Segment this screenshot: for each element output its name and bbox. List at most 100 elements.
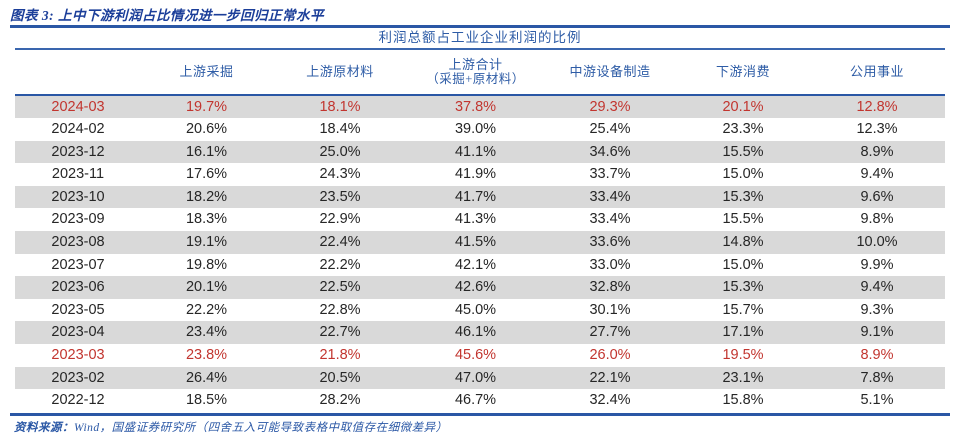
cell-value: 23.4%: [185, 324, 228, 341]
bottom-divider: [10, 413, 950, 416]
table-row: 2023-08 19.1% 22.4% 41.5% 33.6% 14.8% 10.0%: [15, 231, 945, 254]
cell-value: 42.1%: [454, 256, 497, 273]
cell-value: 27.7%: [589, 324, 631, 341]
source-label: 资料来源：: [14, 422, 74, 434]
cell-value: 41.5%: [454, 234, 497, 251]
cell-value: 33.0%: [589, 256, 631, 273]
column-header: 上游合计 （采掘+原材料）: [408, 49, 543, 96]
cell-value: 9.3%: [860, 301, 894, 318]
cell-value: 15.3%: [722, 279, 764, 296]
cell-value: 47.0%: [454, 369, 497, 386]
cell-value: 29.3%: [589, 98, 631, 115]
cell-value: 22.8%: [319, 301, 361, 318]
cell-value: 20.1%: [185, 279, 228, 296]
cell-value: 33.6%: [589, 234, 631, 251]
cell-value: 42.6%: [454, 279, 497, 296]
row-date: 2023-03: [51, 347, 105, 364]
table-header-row: 上游采掘 上游原材料 上游合计 （采掘+原材料） 中游设备制造 下游消费 公用事业: [15, 49, 945, 96]
cell-value: 23.1%: [722, 369, 764, 386]
cell-value: 22.2%: [319, 256, 361, 273]
row-date: 2023-10: [51, 188, 105, 205]
cell-value: 9.4%: [860, 166, 894, 183]
row-date: 2023-05: [51, 301, 105, 318]
cell-value: 30.1%: [589, 301, 631, 318]
cell-value: 18.1%: [319, 98, 361, 115]
table-row: 2023-04 23.4% 22.7% 46.1% 27.7% 17.1% 9.1%: [15, 321, 945, 345]
caption-divider: [15, 48, 945, 50]
table-caption: 利润总额占工业企业利润的比例: [378, 30, 582, 45]
cell-value: 17.6%: [185, 166, 228, 183]
cell-value: 22.2%: [185, 301, 228, 318]
figure-title: 图表 3: 上中下游利润占比情况进一步回归正常水平: [10, 8, 324, 23]
row-date: 2024-02: [51, 121, 105, 138]
table-row: 2022-12 18.5% 28.2% 46.7% 32.4% 15.8% 5.1%: [15, 389, 945, 412]
cell-value: 23.5%: [319, 188, 361, 205]
cell-value: 12.8%: [856, 98, 898, 115]
cell-value: 22.4%: [319, 234, 361, 251]
column-header: 下游消费: [677, 49, 809, 96]
row-date: 2023-04: [51, 324, 105, 341]
row-date: 2023-02: [51, 369, 105, 386]
row-date: 2023-12: [51, 143, 105, 160]
table-row: 2023-05 22.2% 22.8% 45.0% 30.1% 15.7% 9.3%: [15, 299, 945, 322]
row-date: 2023-06: [51, 279, 105, 296]
column-header: 公用事业: [809, 49, 945, 96]
row-date: 2024-03: [51, 98, 105, 115]
cell-value: 39.0%: [454, 121, 497, 138]
cell-value: 33.4%: [589, 188, 631, 205]
cell-value: 32.4%: [589, 392, 631, 409]
cell-value: 25.0%: [319, 143, 361, 160]
cell-value: 9.9%: [860, 256, 894, 273]
cell-value: 10.0%: [856, 234, 898, 251]
cell-value: 7.8%: [860, 369, 894, 386]
cell-value: 28.2%: [319, 392, 361, 409]
table-row: 2023-10 18.2% 23.5% 41.7% 33.4% 15.3% 9.6%: [15, 185, 945, 209]
source-text: Wind，国盛证券研究所（四舍五入可能导致表格中取值存在细微差异）: [74, 422, 448, 434]
cell-value: 41.7%: [454, 188, 497, 205]
cell-value: 17.1%: [722, 324, 764, 341]
table-row: 2023-07 19.8% 22.2% 42.1% 33.0% 15.0% 9.9%: [15, 254, 945, 277]
table-row: 2023-02 26.4% 20.5% 47.0% 22.1% 23.1% 7.8%: [15, 366, 945, 390]
cell-value: 9.8%: [860, 211, 894, 228]
cell-value: 25.4%: [589, 121, 631, 138]
cell-value: 19.5%: [722, 347, 764, 364]
cell-value: 33.4%: [589, 211, 631, 228]
cell-value: 46.1%: [454, 324, 497, 341]
cell-value: 22.9%: [319, 211, 361, 228]
cell-value: 19.7%: [185, 98, 228, 115]
table-row: 2023-11 17.6% 24.3% 41.9% 33.7% 15.0% 9.4%: [15, 163, 945, 186]
cell-value: 33.7%: [589, 166, 631, 183]
cell-value: 18.5%: [185, 392, 228, 409]
cell-value: 15.5%: [722, 143, 764, 160]
cell-value: 15.0%: [722, 256, 764, 273]
cell-value: 46.7%: [454, 392, 497, 409]
cell-value: 9.1%: [860, 324, 894, 341]
cell-value: 15.3%: [722, 188, 764, 205]
column-header: 上游采掘: [141, 49, 272, 96]
cell-value: 41.1%: [454, 143, 497, 160]
cell-value: 23.3%: [722, 121, 764, 138]
cell-value: 19.1%: [185, 234, 228, 251]
cell-value: 19.8%: [185, 256, 228, 273]
row-date: 2022-12: [51, 392, 105, 409]
table-row: 2023-09 18.3% 22.9% 41.3% 33.4% 15.5% 9.8%: [15, 208, 945, 231]
cell-value: 20.1%: [722, 98, 764, 115]
row-date: 2023-07: [51, 256, 105, 273]
source-note: 资料来源：Wind，国盛证券研究所（四舍五入可能导致表格中取值存在细微差异）: [14, 419, 448, 435]
row-date: 2023-09: [51, 211, 105, 228]
cell-value: 18.4%: [319, 121, 361, 138]
cell-value: 15.0%: [722, 166, 764, 183]
cell-value: 8.9%: [860, 143, 894, 160]
cell-value: 37.8%: [454, 98, 497, 115]
table-row: 2023-12 16.1% 25.0% 41.1% 34.6% 15.5% 8.9%: [15, 140, 945, 164]
cell-value: 9.4%: [860, 279, 894, 296]
cell-value: 34.6%: [589, 143, 631, 160]
cell-value: 41.9%: [454, 166, 497, 183]
profit-share-table-container: 利润总额占工业企业利润的比例 上游采掘 上游原材料 上游合计 （采掘+原材料） 中游设备…: [15, 28, 945, 412]
column-header: 上游原材料: [272, 49, 408, 96]
row-date: 2023-11: [51, 166, 105, 183]
cell-value: 20.6%: [185, 121, 228, 138]
cell-value: 8.9%: [860, 347, 894, 364]
cell-value: 24.3%: [319, 166, 361, 183]
